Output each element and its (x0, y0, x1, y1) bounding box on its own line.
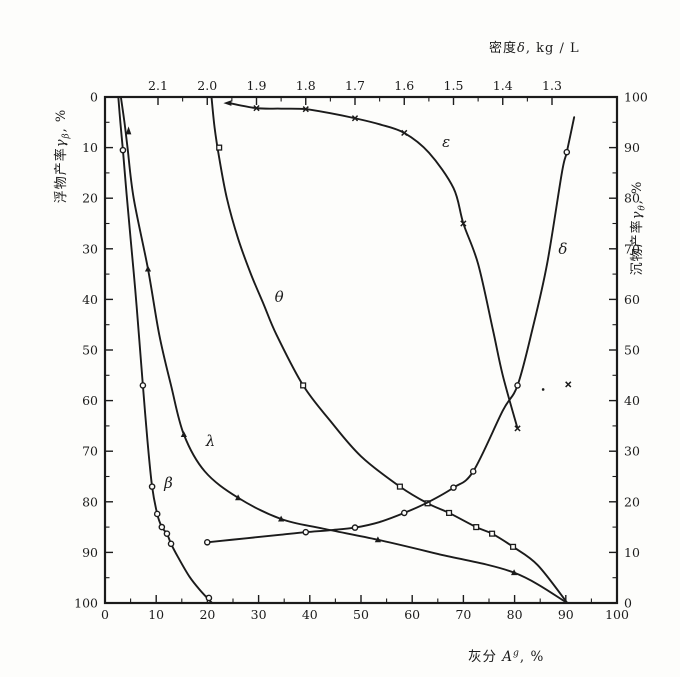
tick-label: 1.7 (345, 78, 365, 93)
tick-label: 30 (251, 607, 267, 622)
tick-label: 80 (507, 607, 523, 622)
top-axis-title: 密度δ, kg / L (489, 37, 580, 56)
curve-line-delta (206, 116, 576, 544)
top-axis-title-cn: 密度 (489, 41, 518, 56)
tick-label: 20 (82, 191, 98, 206)
tick-label: 50 (624, 343, 640, 358)
curve-line-beta (117, 96, 213, 604)
curve-delta: δ (203, 116, 576, 546)
left-axis-title-unit: , % (54, 108, 69, 133)
tick-label: 1.3 (542, 78, 562, 93)
tick-label: 90 (624, 140, 640, 155)
tick-label: 40 (624, 393, 640, 408)
tick-label: 1.9 (247, 78, 267, 93)
tick-label: 40 (82, 292, 98, 307)
curve-line-theta (210, 96, 569, 604)
tick-label: 70 (624, 241, 640, 256)
left-axis-title-cn: 浮物产率 (54, 147, 69, 204)
tick-label: 40 (302, 607, 318, 622)
bottom-axis-title-cn: 灰分 (468, 649, 497, 665)
left-axis-title-sub: β (61, 132, 72, 139)
tick-label: 90 (558, 607, 574, 622)
curve-arrow-lambda (125, 126, 132, 135)
bottom-axis-title-unit: , % (519, 649, 545, 665)
extra-markers (541, 381, 572, 391)
tick-label: 30 (82, 241, 98, 256)
curve-label-beta: β (163, 474, 173, 492)
tick-label: 70 (455, 607, 471, 622)
tick-label: 50 (353, 607, 369, 622)
curve-lambda: λ (119, 96, 569, 604)
bottom-axis-title: 灰分 Ag, % (468, 645, 545, 666)
tick-label: 0 (101, 607, 109, 622)
tick-label: 100 (605, 607, 629, 622)
curve-line-lambda (119, 96, 569, 604)
tick-label: 1.5 (444, 78, 464, 93)
tick-label: 0 (90, 90, 98, 105)
tick-label: 100 (74, 596, 98, 611)
bottom-axis-title-symbol: A (502, 649, 514, 665)
tick-label: 60 (82, 393, 98, 408)
right-axis-title-cn: 沉物产率 (630, 219, 645, 276)
tick-label: 50 (82, 343, 98, 358)
right-axis-title: 沉物产率γθ, % (626, 118, 648, 338)
curve-arrow-epsilon (223, 100, 232, 106)
axis-ticks (104, 96, 618, 604)
tick-label: 10 (82, 140, 98, 155)
curve-label-epsilon: ε (442, 133, 450, 151)
right-axis-title-unit: , % (630, 180, 645, 205)
tick-label: 20 (624, 494, 640, 509)
tick-label: 30 (624, 444, 640, 459)
tick-label: 20 (199, 607, 215, 622)
curve-label-delta: δ (558, 240, 567, 258)
tick-label: 10 (624, 545, 640, 560)
curve-theta: θ (210, 96, 569, 604)
curve-label-theta: θ (275, 288, 284, 306)
tick-label: 10 (148, 607, 164, 622)
tick-label: 1.6 (394, 78, 414, 93)
top-axis-title-symbol: δ (517, 41, 526, 56)
tick-label: 70 (82, 444, 98, 459)
tick-label: 90 (82, 545, 98, 560)
tick-label: 100 (624, 90, 648, 105)
curve-epsilon: ε (223, 100, 521, 432)
tick-label: 80 (82, 494, 98, 509)
bottom-axis-title-sup: g (513, 647, 520, 659)
top-axis-title-unit: , kg / L (525, 41, 580, 56)
left-axis-title-symbol: γ (54, 138, 69, 148)
right-axis-title-sub: θ (637, 204, 648, 211)
tick-label: 2.1 (148, 78, 168, 93)
tick-label: 80 (624, 191, 640, 206)
curve-beta: β (117, 96, 213, 604)
tick-label: 60 (404, 607, 420, 622)
tick-label: 2.0 (197, 78, 217, 93)
right-axis-title-symbol: γ (630, 210, 645, 220)
axis-tick-labels: 0102030405060708090100100908070605040302… (74, 78, 648, 622)
tick-label: 60 (624, 292, 640, 307)
tick-label: 1.4 (493, 78, 513, 93)
left-axis-title: 浮物产率γβ, % (50, 72, 72, 240)
tick-label: 0 (624, 596, 632, 611)
curve-label-lambda: λ (205, 432, 216, 450)
curve-line-epsilon (228, 102, 519, 430)
tick-label: 1.8 (296, 78, 316, 93)
